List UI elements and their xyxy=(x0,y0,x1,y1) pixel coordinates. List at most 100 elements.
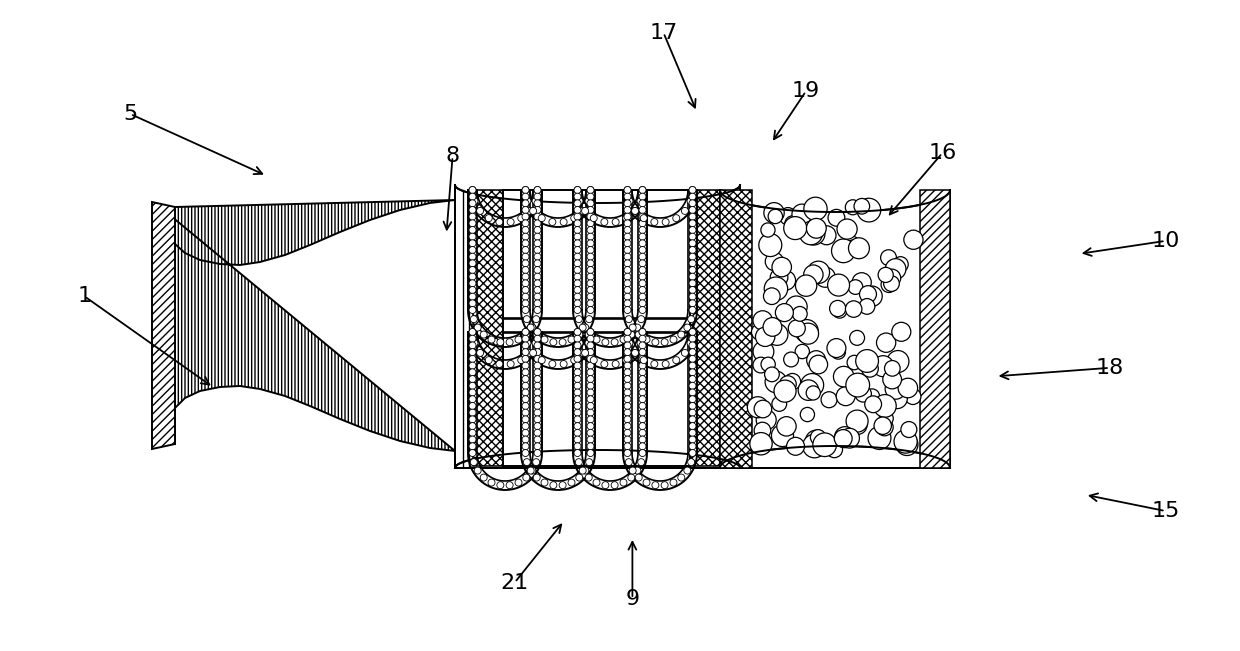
Circle shape xyxy=(533,331,541,338)
Circle shape xyxy=(587,186,594,193)
Circle shape xyxy=(624,362,631,369)
Circle shape xyxy=(522,240,529,247)
Circle shape xyxy=(817,226,836,245)
Circle shape xyxy=(639,206,646,214)
Circle shape xyxy=(639,443,646,450)
Circle shape xyxy=(799,380,818,400)
Circle shape xyxy=(485,215,492,221)
Circle shape xyxy=(523,459,531,465)
Circle shape xyxy=(880,250,897,266)
Circle shape xyxy=(795,219,816,240)
Circle shape xyxy=(689,280,696,287)
Circle shape xyxy=(846,301,862,317)
Circle shape xyxy=(574,443,582,450)
Circle shape xyxy=(689,186,696,193)
Circle shape xyxy=(689,335,696,342)
Circle shape xyxy=(522,247,529,253)
Circle shape xyxy=(574,349,582,355)
Circle shape xyxy=(770,269,787,286)
Circle shape xyxy=(905,389,921,404)
Circle shape xyxy=(854,199,869,214)
Circle shape xyxy=(689,200,696,207)
Circle shape xyxy=(579,208,587,214)
Circle shape xyxy=(470,459,477,465)
Circle shape xyxy=(624,273,631,280)
Circle shape xyxy=(574,409,582,416)
Circle shape xyxy=(585,340,591,346)
Circle shape xyxy=(489,479,495,486)
Circle shape xyxy=(624,329,631,335)
Circle shape xyxy=(496,219,503,225)
Circle shape xyxy=(848,238,869,258)
Circle shape xyxy=(651,361,658,368)
Circle shape xyxy=(624,247,631,253)
Circle shape xyxy=(533,316,539,323)
Circle shape xyxy=(587,233,594,240)
Circle shape xyxy=(859,286,877,303)
Circle shape xyxy=(852,273,872,292)
Circle shape xyxy=(528,324,536,331)
Circle shape xyxy=(574,247,582,253)
Circle shape xyxy=(689,376,696,383)
Circle shape xyxy=(624,280,631,287)
Circle shape xyxy=(637,340,644,346)
Circle shape xyxy=(776,271,796,290)
Circle shape xyxy=(469,300,476,307)
Circle shape xyxy=(469,307,476,314)
Circle shape xyxy=(894,430,918,453)
Circle shape xyxy=(469,220,476,227)
Circle shape xyxy=(538,357,546,364)
Circle shape xyxy=(639,416,646,423)
Circle shape xyxy=(807,351,826,370)
Circle shape xyxy=(689,307,696,314)
Circle shape xyxy=(587,253,594,260)
Circle shape xyxy=(522,273,529,280)
Circle shape xyxy=(848,416,867,434)
Circle shape xyxy=(874,417,892,434)
Circle shape xyxy=(574,280,582,287)
Circle shape xyxy=(759,234,781,256)
Circle shape xyxy=(469,349,476,355)
Circle shape xyxy=(689,300,696,307)
Circle shape xyxy=(574,362,582,369)
Circle shape xyxy=(877,333,895,352)
Text: 10: 10 xyxy=(1152,231,1179,251)
Circle shape xyxy=(689,342,696,349)
Circle shape xyxy=(885,378,906,399)
Circle shape xyxy=(806,386,821,400)
Circle shape xyxy=(587,409,594,416)
Circle shape xyxy=(689,402,696,409)
Circle shape xyxy=(689,349,696,355)
Circle shape xyxy=(575,198,583,204)
Circle shape xyxy=(806,219,826,238)
Circle shape xyxy=(846,410,868,432)
Circle shape xyxy=(574,273,582,280)
Circle shape xyxy=(856,350,878,372)
Circle shape xyxy=(843,236,859,251)
Circle shape xyxy=(631,208,639,214)
Circle shape xyxy=(784,352,799,367)
Circle shape xyxy=(534,376,541,383)
Circle shape xyxy=(753,311,773,330)
Circle shape xyxy=(522,227,529,234)
Circle shape xyxy=(522,402,529,409)
Circle shape xyxy=(884,276,899,292)
Circle shape xyxy=(859,299,875,314)
Circle shape xyxy=(750,432,773,455)
Circle shape xyxy=(574,329,582,335)
Circle shape xyxy=(585,198,591,204)
Circle shape xyxy=(474,467,481,474)
Circle shape xyxy=(525,340,531,346)
Circle shape xyxy=(506,482,513,489)
Circle shape xyxy=(534,186,541,193)
Circle shape xyxy=(522,200,529,207)
Circle shape xyxy=(534,300,541,307)
Circle shape xyxy=(771,424,794,447)
Circle shape xyxy=(533,459,539,465)
Circle shape xyxy=(559,482,567,489)
Circle shape xyxy=(639,253,646,260)
Circle shape xyxy=(496,361,503,368)
Circle shape xyxy=(754,422,771,439)
Circle shape xyxy=(806,430,827,451)
Circle shape xyxy=(534,443,541,450)
